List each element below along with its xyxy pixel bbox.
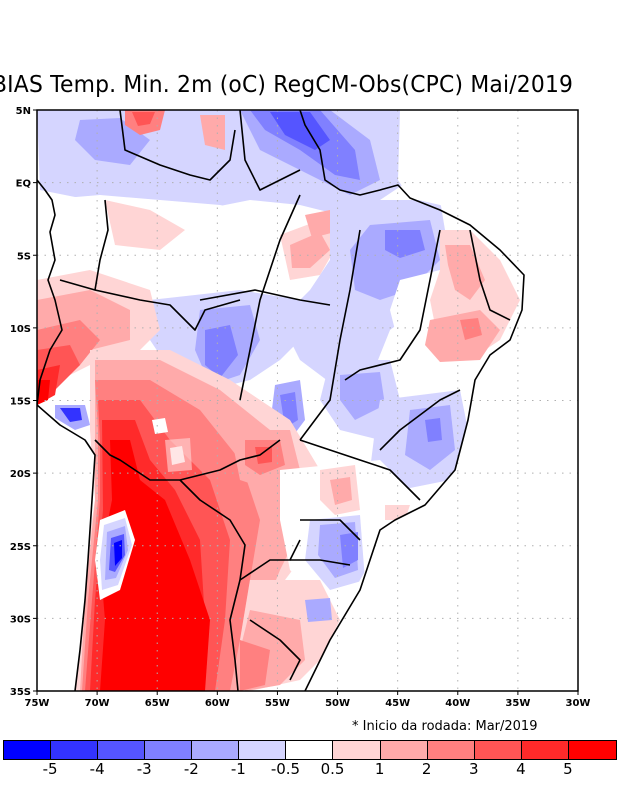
- field-region: [305, 598, 332, 622]
- field-region: [120, 560, 210, 691]
- field-region: [340, 532, 358, 568]
- colorbar-swatch: [98, 741, 146, 759]
- colorbar-swatch: [380, 741, 428, 759]
- lon-tick-label: 40W: [445, 698, 470, 709]
- colorbar-swatch: [145, 741, 193, 759]
- field-region: [165, 438, 192, 472]
- lat-tick-label: 20S: [10, 469, 31, 480]
- longitude-axis: 75W 70W 65W 60W 55W 50W 45W 40W 35W 30W: [25, 691, 591, 709]
- field-region: [105, 200, 185, 250]
- colorbar-swatch: [333, 741, 381, 759]
- colorbar-swatch: [427, 741, 475, 759]
- colorbar-label: -4: [89, 760, 105, 778]
- field-region: [132, 112, 155, 126]
- colorbar-swatch: [51, 741, 99, 759]
- colorbar-swatch: [474, 741, 522, 759]
- colorbar-label: 0.5: [320, 760, 345, 778]
- latitude-axis: 5N EQ 5S 10S 15S 20S 25S 30S 35S: [10, 106, 37, 698]
- lon-tick-label: 60W: [205, 698, 230, 709]
- colorbar-swatch: [568, 741, 616, 759]
- border-paraguay: [179, 479, 301, 581]
- lon-tick-label: 35W: [505, 698, 530, 709]
- colorbar-swatch: [192, 741, 240, 759]
- colorbar-label: -2: [183, 760, 199, 778]
- border-peru-brazil: [94, 289, 241, 331]
- colorbar-label: -1: [230, 760, 246, 778]
- lon-tick-label: 30W: [566, 698, 591, 709]
- border-colombia-brazil: [59, 199, 109, 291]
- lon-tick-label: 45W: [385, 698, 410, 709]
- colorbar-label: 3: [468, 760, 479, 778]
- colorbar-label: -3: [136, 760, 152, 778]
- lon-tick-label: 70W: [85, 698, 110, 709]
- field-region: [290, 232, 330, 268]
- run-start-note: * Inicio da rodada: Mar/2019: [352, 719, 538, 734]
- border-guyana: [239, 110, 301, 191]
- colorbar-label: -5: [42, 760, 58, 778]
- border-uruguay: [249, 619, 301, 681]
- field-region: [460, 318, 482, 340]
- border-state-2: [239, 194, 301, 401]
- lat-tick-label: 35S: [10, 687, 31, 698]
- lon-tick-label: 75W: [25, 698, 50, 709]
- border-state-1: [199, 289, 331, 306]
- field-region: [385, 230, 425, 258]
- field-region: [255, 447, 272, 464]
- lat-tick-label: 30S: [10, 614, 31, 625]
- border-state-6: [379, 389, 461, 451]
- border-venezuela: [119, 110, 236, 181]
- lat-tick-label: 10S: [10, 324, 31, 335]
- colorbar-swatch: [239, 741, 287, 759]
- ocean-region: [37, 410, 95, 691]
- border-atlantic-coast: [299, 110, 525, 691]
- border-coastline: [37, 179, 96, 691]
- field-region: [205, 325, 238, 378]
- colorbar-swatch: [286, 741, 334, 759]
- field-region: [330, 477, 352, 505]
- colorbar-label: 2: [421, 760, 432, 778]
- lon-tick-label: 50W: [325, 698, 350, 709]
- grid-lines: [37, 110, 578, 691]
- border-state-5: [469, 229, 511, 321]
- border-state-3: [299, 229, 361, 441]
- chart-title: BIAS Temp. Min. 2m (oC) RegCM-Obs(CPC) M…: [0, 70, 574, 98]
- border-argentina-brazil: [229, 579, 241, 691]
- field-region: [200, 115, 225, 150]
- field-region: [425, 310, 500, 362]
- field-region: [60, 408, 82, 422]
- field-region: [152, 418, 168, 434]
- lon-tick-label: 65W: [145, 698, 170, 709]
- border-state-8: [300, 519, 361, 541]
- lat-tick-label: 15S: [10, 397, 31, 408]
- field-region: [114, 540, 122, 566]
- border-state-7: [299, 439, 421, 501]
- colorbar-label: 1: [374, 760, 385, 778]
- border-state-4: [344, 229, 441, 381]
- borders: [37, 110, 525, 691]
- colorbar-label: 4: [516, 760, 526, 778]
- colorbar-swatch: [4, 741, 52, 759]
- lat-tick-label: EQ: [16, 179, 31, 190]
- colorbar-label: 5: [563, 760, 573, 778]
- field-region: [37, 380, 50, 405]
- field-region: [305, 210, 335, 238]
- border-state-9: [290, 559, 351, 566]
- colorbar-label: -0.5: [270, 760, 301, 778]
- colorbar-swatch: [521, 741, 569, 759]
- field-region: [425, 418, 442, 442]
- lon-tick-label: 55W: [265, 698, 290, 709]
- colorbar: [3, 740, 617, 760]
- lat-tick-label: 25S: [10, 542, 31, 553]
- field-region: [340, 372, 385, 420]
- lat-tick-label: 5N: [16, 106, 31, 117]
- lat-tick-label: 5S: [17, 251, 31, 262]
- field-region: [240, 640, 270, 691]
